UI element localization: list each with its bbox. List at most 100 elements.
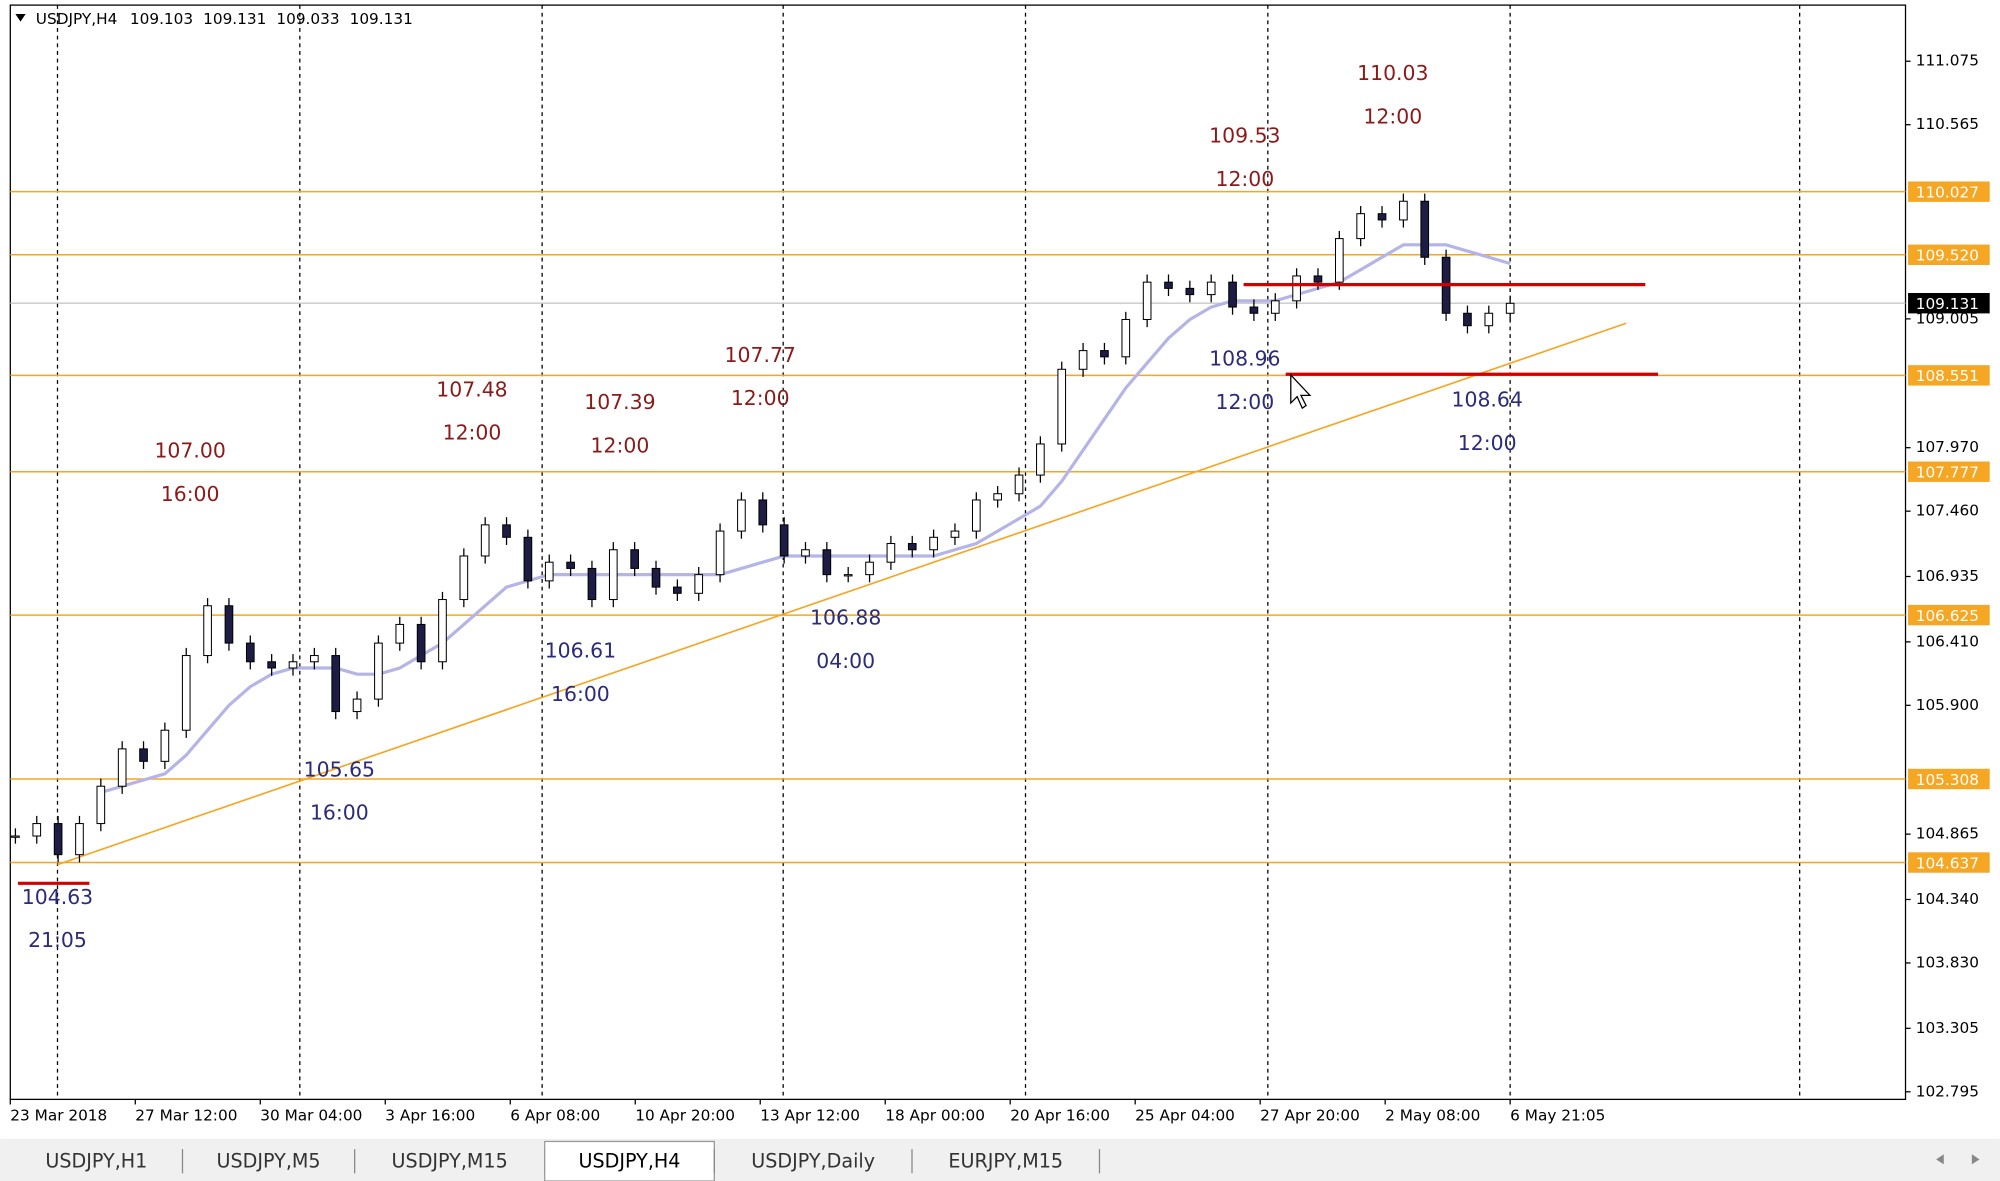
price-tag [1908, 244, 1990, 265]
scroll-right[interactable] [1971, 1154, 1980, 1165]
candle-body [181, 655, 191, 731]
tab[interactable]: USDJPY,M5 [217, 1149, 321, 1172]
candle-body [75, 823, 84, 856]
candle-body [950, 530, 960, 538]
tab[interactable]: USDJPY,M15 [392, 1149, 508, 1172]
ohlc-value: 109.103 [130, 10, 193, 28]
candle-body [160, 729, 170, 762]
annotation-time: 16:00 [161, 482, 220, 506]
candle-body [395, 623, 405, 644]
y-tick-label: 111.075 [1916, 52, 1979, 70]
data-layer [11, 193, 1659, 885]
candle-body [523, 536, 533, 582]
x-tick-label: 6 May 21:05 [1510, 1106, 1605, 1124]
x-tick-label: 13 Apr 12:00 [760, 1106, 860, 1124]
candle-body [1078, 350, 1088, 370]
annotation-price: 107.77 [725, 343, 796, 367]
price-tag-label: 109.520 [1916, 247, 1979, 265]
mouse-cursor [1290, 373, 1312, 410]
candle-body [1334, 238, 1344, 283]
annotation-time: 16:00 [310, 801, 369, 825]
candle-body [993, 493, 1003, 501]
tab[interactable]: USDJPY,Daily [751, 1149, 875, 1172]
candle-body [1014, 474, 1024, 495]
y-tick-label: 106.935 [1916, 567, 1979, 585]
price-tag-label: 110.027 [1916, 183, 1979, 201]
annotation-price: 107.48 [436, 377, 507, 401]
candle-body [1057, 368, 1067, 445]
candle-body [224, 605, 234, 644]
candle-body [587, 567, 597, 601]
candle-body [566, 561, 575, 569]
y-tick-label: 110.565 [1916, 115, 1979, 133]
candle-body [1356, 213, 1366, 240]
price-tag [1908, 461, 1990, 482]
candle-body [1292, 275, 1301, 302]
menu-triangle[interactable] [15, 14, 26, 22]
candle-body [32, 823, 42, 837]
candle-body [758, 499, 768, 526]
candle-body [673, 586, 682, 594]
plot-frame [9, 4, 1907, 1101]
price-tag-label: 104.637 [1916, 854, 1979, 872]
candle-body [1377, 213, 1387, 221]
price-tag [1908, 852, 1990, 873]
candle-body [1228, 281, 1237, 308]
candle-body [801, 549, 810, 557]
candle-body [929, 536, 938, 551]
price-tag [1908, 604, 1990, 626]
candle-body [480, 524, 490, 557]
candle-body [737, 499, 746, 532]
y-tick-label: 103.305 [1916, 1019, 1979, 1037]
x-tick-label: 25 Apr 04:00 [1135, 1106, 1235, 1124]
candle-body [438, 599, 447, 663]
annotation-price: 109.53 [1209, 123, 1280, 147]
candle-body [117, 748, 127, 787]
ohlc-value: 109.131 [203, 10, 266, 28]
annotation-time: 12:00 [1363, 104, 1422, 128]
candle-body [779, 524, 789, 557]
grid-layer [10, 5, 1911, 1100]
tab[interactable]: EURJPY,M15 [948, 1149, 1063, 1172]
candle-body [651, 567, 661, 588]
symbol: USDJPY,H4 [36, 10, 118, 28]
candle-body [1270, 300, 1280, 314]
scroll-left[interactable] [1936, 1154, 1944, 1165]
y-tick-label: 105.900 [1916, 696, 1979, 714]
candle-body [822, 549, 832, 576]
candle-body [288, 661, 298, 669]
annotation-time: 21:05 [28, 928, 87, 952]
trendline [57, 322, 1627, 866]
price-tag [1908, 768, 1990, 790]
x-tick-label: 18 Apr 00:00 [885, 1106, 985, 1124]
y-tick-label: 107.970 [1916, 438, 1979, 456]
candle-body [267, 661, 276, 669]
y-tick-label: 106.410 [1916, 632, 1979, 650]
candle-body [96, 785, 106, 825]
annotation-price: 106.88 [810, 606, 881, 630]
annotation-price: 108.96 [1209, 347, 1280, 371]
candle-body [331, 655, 341, 713]
y-tick-label: 103.830 [1916, 953, 1979, 971]
candle-body [1399, 200, 1408, 221]
x-tick-label: 6 Apr 08:00 [510, 1106, 600, 1124]
y-tick-label: 107.460 [1916, 502, 1979, 520]
annotation-time: 04:00 [816, 649, 875, 673]
annotation-price: 104.63 [22, 885, 93, 909]
candle-body [971, 499, 981, 532]
candle-body [630, 549, 639, 569]
candle-body [694, 574, 704, 594]
candle-body [502, 524, 511, 538]
annotation-time: 12:00 [1215, 167, 1274, 191]
candle-body [352, 698, 362, 713]
candle-body [1036, 443, 1045, 476]
price-tag-label: 105.308 [1916, 771, 1979, 789]
tab[interactable]: USDJPY,H1 [45, 1149, 147, 1172]
ohlc-value: 109.131 [350, 10, 413, 28]
candle-body [715, 530, 725, 576]
price-tag [1908, 181, 1990, 202]
candle-body [374, 642, 383, 700]
tab[interactable]: USDJPY,H4 [579, 1149, 681, 1172]
